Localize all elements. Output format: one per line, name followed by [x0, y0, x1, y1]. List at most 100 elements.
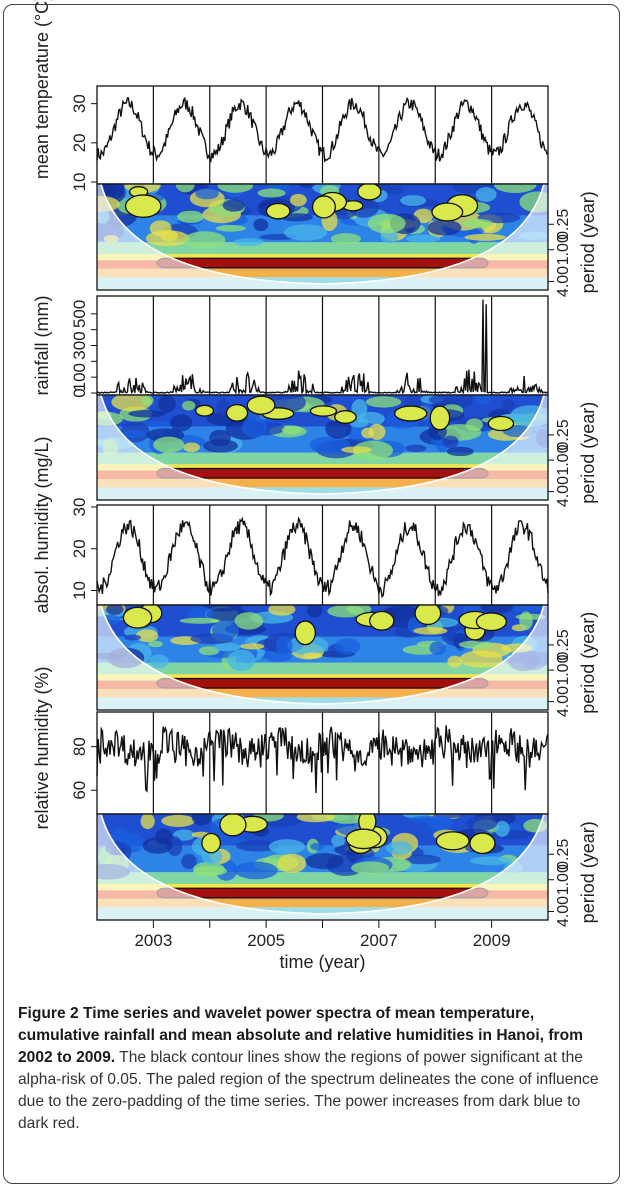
y-tick-label: 100 — [70, 363, 89, 391]
significance-contour — [475, 612, 507, 632]
significance-contour — [225, 403, 249, 422]
spectrum-blob — [275, 636, 293, 656]
x-axis-label: time (year) — [279, 952, 365, 972]
spectrum-blob — [257, 188, 286, 198]
y-axis-label: absol. humidity (mg/L) — [32, 436, 52, 613]
spectrum-blob — [183, 231, 226, 249]
period-axis-label: period (year) — [578, 191, 598, 293]
spectrum-blob — [183, 442, 200, 453]
y-tick-label: 500 — [70, 300, 89, 328]
spectrum-blob — [289, 193, 307, 207]
figure-caption: Figure 2 Time series and wavelet power s… — [18, 1003, 610, 1135]
spectrum-blob — [181, 853, 197, 869]
period-tick-label: 0.25 — [555, 209, 572, 240]
x-tick-label: 2007 — [360, 931, 398, 950]
series-line — [96, 725, 549, 794]
x-tick-label: 2009 — [473, 931, 511, 950]
spectrum-blob — [234, 861, 278, 880]
period-tick-label: 1.00 — [555, 444, 572, 475]
y-axis-label: mean temperature (°C) — [32, 0, 52, 179]
period-tick-label: 0.25 — [555, 839, 572, 870]
spectrum-blob — [405, 444, 427, 453]
spectrum-blob — [463, 218, 494, 229]
significance-contour — [469, 832, 496, 855]
panel-5: 0.251.004.00 period (year) — [96, 604, 598, 717]
spectrum-blob — [215, 225, 246, 232]
spectrum-blob — [296, 814, 335, 823]
y-axis-label: relative humidity (%) — [32, 666, 52, 829]
spectrum-blob — [519, 611, 533, 631]
spectrum-blob — [177, 210, 204, 223]
panel-4: 10 20 30 absol. humidity (mg/L) — [32, 436, 549, 614]
spectrum-blob — [306, 605, 323, 618]
cone-of-influence-edge — [100, 605, 545, 705]
spectrum-blob — [403, 854, 441, 865]
spectrum-blob — [442, 435, 459, 449]
spectrum-blob — [239, 643, 265, 650]
spectrum-blob — [447, 655, 463, 668]
x-tick-label: 2005 — [247, 931, 285, 950]
y-tick-label: 20 — [70, 133, 89, 152]
spectrum-blob — [155, 828, 173, 845]
spectrum-blob — [470, 856, 513, 866]
spectrum-blob — [475, 187, 497, 202]
spectrum-blob — [501, 399, 515, 412]
spectrum-blob — [160, 230, 178, 242]
spectrum-blob — [429, 641, 447, 655]
significance-contour — [246, 395, 276, 415]
cone-of-influence — [97, 605, 548, 710]
spectrum-blob — [106, 605, 124, 615]
y-tick-label: 60 — [70, 781, 89, 800]
spectrum-blob — [465, 816, 498, 831]
spectrum-blob — [305, 853, 344, 870]
spectrum-band — [97, 898, 548, 908]
period-tick-label: 1.00 — [555, 864, 572, 895]
significance-contour — [394, 405, 428, 422]
spectrum-blob — [494, 820, 510, 837]
period-tick-label: 4.00 — [555, 476, 572, 507]
period-tick-label: 1.00 — [555, 654, 572, 685]
spectrum-blob — [309, 436, 351, 454]
y-tick-label: 30 — [70, 498, 89, 517]
spectrum-blob — [135, 629, 159, 643]
spectrum-blob — [385, 841, 413, 855]
panel-6: 60 80 relative humidity (%) — [32, 666, 549, 830]
significance-contour — [431, 202, 464, 222]
spectrum-blob — [330, 233, 361, 245]
spectrum-blob — [365, 396, 402, 408]
significance-contour — [334, 410, 357, 424]
spectrum-blob — [182, 400, 196, 411]
spectrum-blob — [241, 417, 268, 438]
period-tick-label: 1.00 — [555, 234, 572, 265]
significance-contour — [309, 405, 338, 417]
spectrum-blob — [277, 853, 307, 874]
spectrum-blob — [217, 184, 254, 193]
period-axis-label: period (year) — [578, 402, 598, 504]
spectrum-blob — [310, 842, 325, 851]
significance-contour — [124, 194, 162, 218]
spectrum-blob — [175, 184, 195, 193]
spectrum-blob — [405, 234, 441, 243]
heatmap-body — [97, 814, 548, 920]
heatmap-frame — [96, 394, 549, 501]
spectrum-blob — [149, 654, 169, 669]
spectrum-blob — [195, 188, 219, 200]
spectrum-blob — [367, 213, 406, 234]
spectrum-blob — [153, 436, 185, 453]
significance-contour — [294, 620, 316, 646]
significance-contour — [219, 814, 247, 837]
significance-contour — [345, 828, 382, 850]
spectrum-blob — [331, 834, 346, 847]
y-tick-label: 0 — [70, 388, 89, 397]
y-tick-label: 20 — [70, 539, 89, 558]
spectrum-blob — [120, 430, 146, 439]
spectrum-band — [97, 662, 548, 675]
spectrum-blob — [161, 814, 195, 827]
spectrum-blob — [158, 395, 176, 413]
spectrum-blob — [351, 861, 390, 875]
spectrum-band — [97, 883, 548, 891]
cone-of-influence-edge — [100, 814, 545, 915]
panel-3: 0.251.004.00 period (year) — [96, 394, 598, 507]
